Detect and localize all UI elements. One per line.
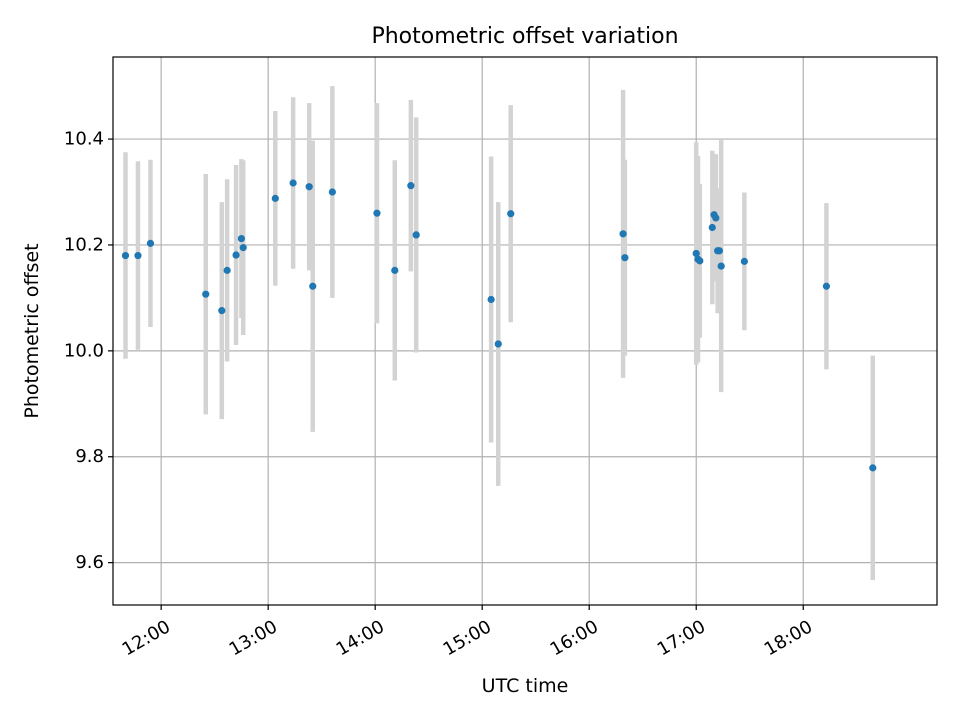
chart-title: Photometric offset variation [371,24,678,49]
x-axis-label: UTC time [482,675,569,697]
data-point [715,247,724,255]
data-point [696,257,704,265]
data-point [412,231,420,239]
data-point [305,183,313,191]
data-point [712,214,720,222]
data-point [621,254,629,262]
data-point [373,209,381,217]
data-points [121,179,877,472]
data-point [717,262,725,270]
y-tick-label: 9.8 [75,446,104,467]
data-point [869,464,877,472]
y-tick-label: 10.4 [64,129,104,150]
plot-area-frame [112,56,938,606]
data-point [487,295,495,304]
data-point [289,179,297,187]
y-axis-ticks: 9.6 9.8 10.0 10.2 10.4 [64,129,113,573]
data-point [237,235,246,243]
data-point [391,266,399,274]
y-axis-label: Photometric offset [21,243,43,418]
data-point [407,182,415,190]
data-point [822,282,831,290]
data-point [232,251,240,259]
data-point [708,223,716,232]
data-point [619,230,627,238]
data-point [134,251,142,260]
data-point [494,340,502,348]
data-point [507,210,515,218]
data-point [121,251,130,260]
data-point [692,249,700,258]
data-point [239,244,247,252]
data-point [218,307,226,315]
y-tick-label: 10.2 [64,234,104,255]
data-point [328,188,336,196]
data-point [740,257,748,265]
y-tick-label: 10.0 [64,340,104,361]
y-tick-label: 9.6 [75,552,104,573]
data-point [271,194,279,202]
data-point [223,266,231,274]
data-point [309,282,317,290]
data-point [146,239,155,247]
data-point [202,290,210,298]
